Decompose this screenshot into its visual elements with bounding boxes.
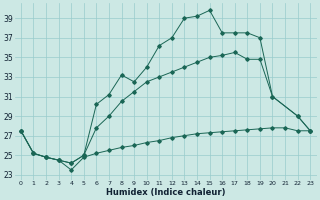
X-axis label: Humidex (Indice chaleur): Humidex (Indice chaleur) <box>106 188 225 197</box>
